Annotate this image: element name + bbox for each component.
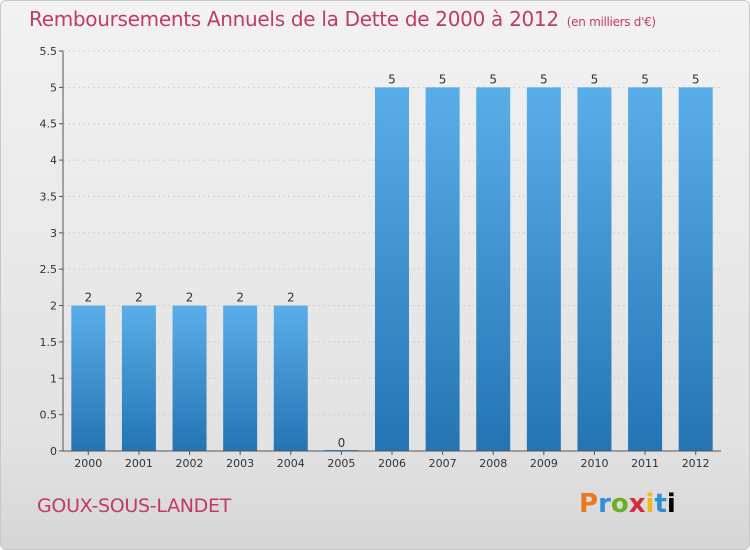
logo-letter: x (628, 489, 646, 519)
bar (273, 305, 308, 451)
y-tick-label: 0 (50, 445, 57, 458)
x-tick-label: 2008 (479, 457, 507, 470)
bar (628, 87, 663, 451)
commune-name: GOUX-SOUS-LANDET (37, 495, 232, 517)
logo-letter: i (666, 489, 676, 519)
bar (172, 305, 207, 451)
bar (223, 305, 258, 451)
y-tick-label: 2.5 (40, 263, 58, 276)
bar (375, 87, 409, 451)
bar (425, 87, 460, 451)
value-label: 2 (287, 291, 295, 305)
proxiti-logo: Proxiti (579, 489, 676, 519)
bars: 2 2 2 2 2 0 5 5 5 5 5 5 5 (71, 72, 713, 451)
axes: 0 0.5 1 1.5 2 2.5 3 3.5 4 4.5 5 5.5 2000 2001 2002 2003… (40, 45, 721, 470)
x-tick-label: 2003 (226, 457, 254, 470)
y-tick-label: 1.5 (40, 336, 58, 349)
value-label: 5 (591, 72, 599, 86)
x-tick-label: 2004 (277, 457, 305, 470)
bar (71, 305, 106, 451)
x-tick-label: 2011 (631, 457, 659, 470)
logo-letter: t (654, 489, 667, 519)
logo-letter: i (645, 489, 655, 519)
x-tick-label: 2010 (580, 457, 608, 470)
y-tick-label: 3 (50, 227, 57, 240)
value-label: 5 (540, 72, 548, 86)
x-tick-label: 2001 (125, 457, 153, 470)
logo-letter: P (579, 489, 599, 519)
x-tick-label: 2012 (682, 457, 710, 470)
value-label: 5 (439, 72, 447, 86)
bar (121, 305, 156, 451)
y-tick-label: 5.5 (40, 45, 58, 58)
y-tick-label: 2 (50, 300, 57, 313)
x-tick-label: 2005 (327, 457, 355, 470)
value-label: 5 (692, 72, 700, 86)
x-tick-label: 2006 (378, 457, 406, 470)
y-tick-label: 4 (50, 154, 57, 167)
value-label: 5 (388, 72, 396, 86)
value-label: 2 (186, 291, 194, 305)
y-tick-label: 0.5 (40, 409, 58, 422)
y-tick-label: 1 (50, 372, 57, 385)
chart-unit: (en milliers d'€) (566, 15, 656, 29)
bar (476, 87, 511, 451)
y-tick-label: 4.5 (40, 118, 58, 131)
x-tick-label: 2007 (429, 457, 457, 470)
chart-title: Remboursements Annuels de la Dette de 20… (29, 7, 656, 31)
x-tick-label: 2002 (176, 457, 204, 470)
logo-letter: o (610, 489, 629, 519)
bar (577, 87, 612, 451)
bar (526, 87, 561, 451)
bar (678, 87, 713, 451)
x-tick-label: 2000 (74, 457, 102, 470)
value-label: 0 (338, 436, 346, 450)
value-label: 2 (84, 291, 92, 305)
value-label: 2 (236, 291, 244, 305)
x-tick-label: 2009 (530, 457, 558, 470)
y-tick-label: 5 (50, 81, 57, 94)
value-label: 2 (135, 291, 143, 305)
value-label: 5 (489, 72, 497, 86)
logo-letter: r (598, 489, 611, 519)
chart-title-text: Remboursements Annuels de la Dette de 20… (29, 7, 559, 31)
y-tick-label: 3.5 (40, 190, 58, 203)
value-label: 5 (641, 72, 649, 86)
